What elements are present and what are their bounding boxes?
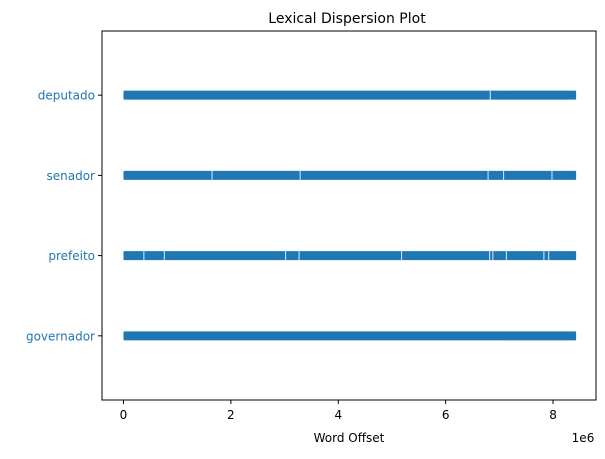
dispersion-gap-prefeito-7 — [505, 251, 507, 261]
dispersion-gap-prefeito-1 — [163, 251, 165, 261]
dispersion-gap-prefeito-9 — [548, 251, 550, 261]
x-tick-label-0: 0 — [120, 408, 128, 422]
chart-title: Lexical Dispersion Plot — [268, 11, 426, 27]
y-tick-label-prefeito: prefeito — [48, 249, 95, 263]
dispersion-band-senador-0 — [123, 170, 577, 180]
x-tick-label-4: 8 — [549, 408, 557, 422]
dispersion-gap-senador-2 — [487, 170, 489, 180]
x-axis-offset-label: 1e6 — [572, 431, 595, 445]
dispersion-band-deputado-0 — [123, 90, 577, 100]
dispersion-gap-prefeito-3 — [298, 251, 300, 261]
series-governador — [123, 331, 577, 341]
dispersion-gap-senador-1 — [299, 170, 301, 180]
dispersion-band-prefeito-0 — [123, 251, 577, 261]
dispersion-gap-senador-3 — [503, 170, 505, 180]
y-tick-label-governador: governador — [26, 329, 95, 343]
x-tick-label-3: 6 — [442, 408, 450, 422]
series-senador — [123, 170, 577, 180]
dispersion-gap-prefeito-2 — [285, 251, 287, 261]
x-tick-label-1: 2 — [227, 408, 235, 422]
x-tick-label-2: 4 — [334, 408, 342, 422]
series-deputado — [123, 90, 577, 100]
x-axis: 0 2 4 6 8 — [120, 400, 557, 422]
dispersion-gap-prefeito-4 — [401, 251, 403, 261]
dispersion-gap-prefeito-5 — [489, 251, 491, 261]
dispersion-marks — [123, 90, 577, 341]
y-tick-label-senador: senador — [47, 169, 96, 183]
dispersion-gap-deputado-0 — [489, 90, 491, 100]
dispersion-gap-senador-4 — [551, 170, 553, 180]
series-prefeito — [123, 251, 577, 261]
dispersion-band-governador-0 — [123, 331, 577, 341]
dispersion-gap-prefeito-6 — [492, 251, 494, 261]
dispersion-gap-prefeito-0 — [143, 251, 145, 261]
y-tick-label-deputado: deputado — [38, 89, 95, 103]
plot-frame — [101, 30, 597, 401]
x-axis-label: Word Offset — [314, 431, 385, 445]
dispersion-gap-senador-0 — [211, 170, 213, 180]
dispersion-gap-prefeito-8 — [543, 251, 545, 261]
y-axis: governador prefeito senador deputado — [26, 89, 102, 343]
